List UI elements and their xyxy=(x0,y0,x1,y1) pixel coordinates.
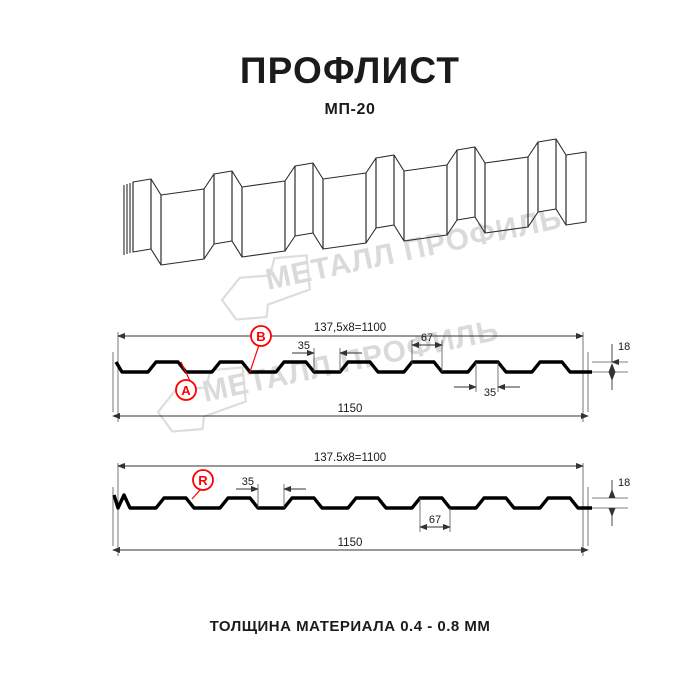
caption-block: ТОЛЩИНА МАТЕРИАЛА 0.4 - 0.8 ММ xyxy=(0,618,700,635)
dim-35-upper-label: 35 xyxy=(298,340,310,352)
dim-bottom-section-r: 1150 xyxy=(112,537,589,554)
dim-bottom-label: 1150 xyxy=(338,403,363,415)
dim-67-section-a: 67 xyxy=(411,332,443,372)
dim-top-section-r: 137.5x8=1100 xyxy=(117,452,584,470)
section-r: 137.5x8=1100 1150 35 67 xyxy=(112,452,630,556)
dim-bottom-section-a: 1150 xyxy=(112,403,589,420)
dim-top-label: 137.5x8=1100 xyxy=(314,452,386,464)
marker-a: A xyxy=(175,361,197,401)
dim-35-label: 35 xyxy=(242,476,254,488)
dim-18-label: 18 xyxy=(618,341,630,353)
profiled-sheet-isometric xyxy=(123,138,587,266)
page-title: ПРОФЛИСТ xyxy=(239,50,461,91)
dim-35-upper-section-a: 35 xyxy=(292,340,362,372)
watermark-text: МЕТАЛЛ ПРОФИЛЬ xyxy=(263,202,565,297)
dim-35-lower-label: 35 xyxy=(484,387,496,399)
material-thickness-caption: ТОЛЩИНА МАТЕРИАЛА 0.4 - 0.8 ММ xyxy=(209,618,491,635)
section-r-profile xyxy=(112,493,592,510)
product-model: МП-20 xyxy=(324,101,376,118)
dim-67-label: 67 xyxy=(429,514,441,526)
marker-r: R xyxy=(191,469,214,500)
marker-a-label: A xyxy=(181,383,191,398)
section-a-witness-lines xyxy=(112,332,589,422)
marker-b: B xyxy=(249,325,272,373)
dim-top-section-a: 137,5x8=1100 xyxy=(117,322,584,340)
section-a: 137,5x8=1100 1150 35 67 xyxy=(112,322,630,422)
dim-top-label: 137,5x8=1100 xyxy=(314,322,386,334)
dim-35-lower-section-a: 35 xyxy=(454,362,520,399)
dim-18-label: 18 xyxy=(618,477,630,489)
title-block: ПРОФЛИСТ МП-20 xyxy=(0,52,700,119)
dim-67-label: 67 xyxy=(421,332,433,344)
watermark-upper: МЕТАЛЛ ПРОФИЛЬ xyxy=(220,202,565,321)
dim-67-section-r: 67 xyxy=(419,498,451,532)
dim-18-section-r: 18 xyxy=(592,477,630,526)
marker-b-label: B xyxy=(256,329,265,344)
dim-bottom-label: 1150 xyxy=(338,537,363,549)
dim-18-section-a: 18 xyxy=(592,341,630,390)
marker-r-label: R xyxy=(198,473,208,488)
dim-35-section-r: 35 xyxy=(236,476,306,508)
